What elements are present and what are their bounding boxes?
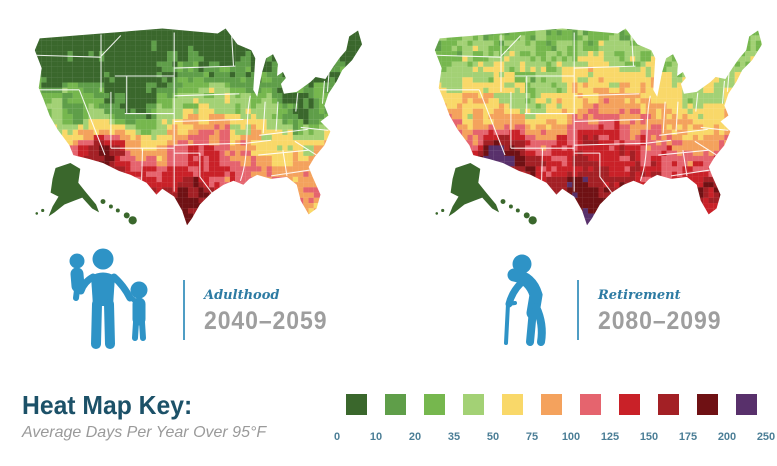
legend-swatch-6 (580, 394, 601, 415)
retirement-label: Retirement (598, 288, 681, 303)
legend-bin-label: 75 (525, 431, 539, 443)
alaska-inset (448, 163, 500, 217)
legend-swatch-7 (619, 394, 640, 415)
island-inset (508, 204, 513, 209)
legend-swatch-3 (463, 394, 484, 415)
legend-subtitle: Average Days Per Year Over 95°F (22, 424, 267, 441)
retirement-years: 2080–2099 (598, 307, 722, 335)
island-inset (515, 208, 520, 213)
legend-swatch-row (346, 394, 757, 416)
legend-bin-label: 20 (408, 431, 422, 443)
legend-bin-label: 10 (369, 431, 383, 443)
island-inset (441, 208, 445, 213)
elderly-cane-icon (481, 250, 581, 350)
island-inset (528, 216, 537, 225)
family-icon (58, 246, 170, 352)
legend-bin-label: 175 (678, 431, 698, 443)
divider-line (183, 280, 185, 340)
island-inset (35, 212, 39, 215)
legend-swatch-1 (385, 394, 406, 415)
choropleth-adulthood (34, 28, 363, 226)
legend-bin-label: 0 (333, 431, 341, 443)
us-map-adulthood (16, 6, 364, 233)
adulthood-years: 2040–2059 (204, 307, 328, 335)
legend-swatch-4 (502, 394, 523, 415)
legend-bin-label: 125 (600, 431, 620, 443)
legend-swatch-0 (346, 394, 367, 415)
island-inset (108, 204, 113, 209)
legend-swatch-5 (541, 394, 562, 415)
island-inset (115, 208, 120, 213)
legend-bin-label: 35 (447, 431, 461, 443)
adulthood-label: Adulthood (204, 288, 280, 303)
island-inset (523, 212, 530, 219)
island-inset (41, 208, 45, 213)
legend-bin-label: 200 (717, 431, 737, 443)
island-inset (128, 216, 137, 225)
legend-swatch-10 (736, 394, 757, 415)
legend-bin-label: 150 (639, 431, 659, 443)
alaska-inset (48, 163, 100, 217)
legend-bin-label: 100 (561, 431, 581, 443)
island-inset (435, 212, 439, 215)
retirement-caption: Retirement 2080–2099 (598, 288, 732, 336)
family-icon-graphic (69, 248, 148, 349)
legend-swatch-8 (658, 394, 679, 415)
divider-line (577, 280, 579, 340)
island-inset (123, 212, 130, 219)
elderly-cane-icon-graphic (504, 254, 546, 346)
legend-bin-label: 50 (486, 431, 500, 443)
legend-title: Heat Map Key: (22, 390, 193, 420)
legend-bin-label: 250 (756, 431, 776, 443)
island-inset (500, 199, 506, 205)
island-inset (100, 199, 106, 205)
adulthood-caption: Adulthood 2040–2059 (204, 288, 338, 336)
choropleth-retirement (434, 28, 763, 226)
legend-swatch-9 (697, 394, 718, 415)
legend-swatch-2 (424, 394, 445, 415)
us-map-retirement (416, 6, 764, 233)
legend-bin-labels: 0 10 20 35 50 75 100 125 150 175 200 250 (326, 431, 777, 445)
